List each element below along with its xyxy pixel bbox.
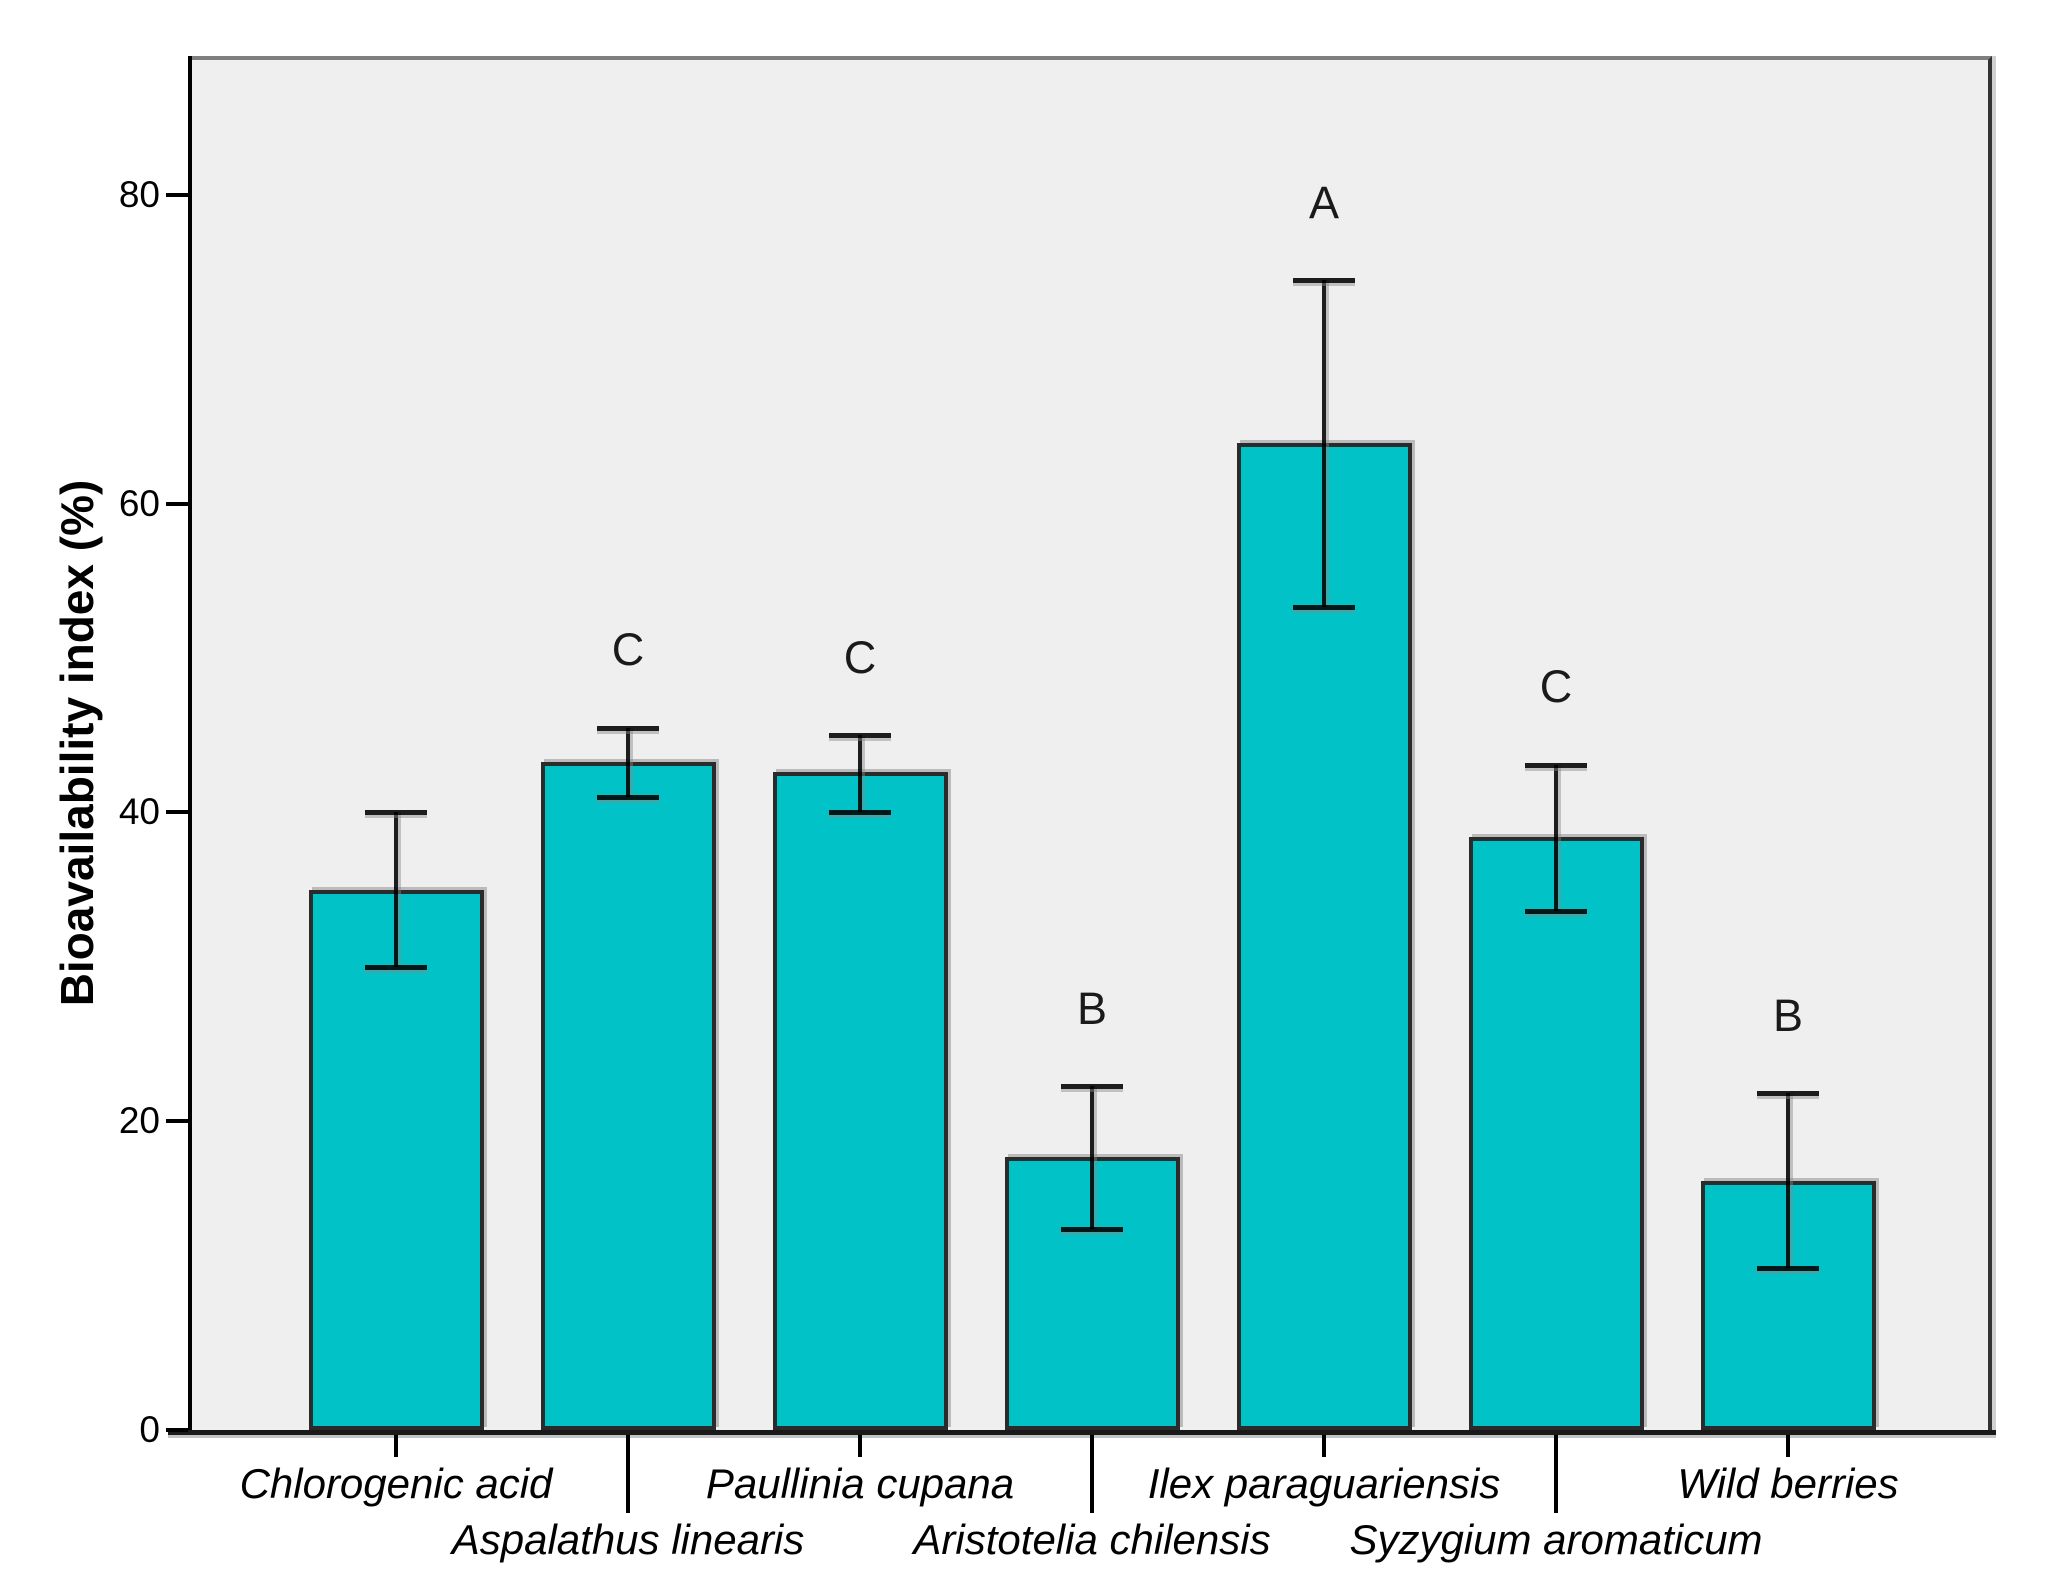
x-axis-line: [168, 1430, 1996, 1435]
x-category-label-7: Wild berries: [1677, 1460, 1899, 1507]
error-bar-cap-bottom-1: [365, 964, 427, 970]
error-bar-cap-bottom-6: [1525, 909, 1587, 915]
significance-letter-6: C: [1539, 661, 1573, 713]
error-bar-line-1: [394, 812, 398, 967]
y-tick-mark: [166, 192, 188, 197]
bar-2: [540, 761, 716, 1430]
significance-letter-3: C: [843, 632, 877, 684]
significance-letter-7: B: [1772, 990, 1803, 1042]
significance-letter-2: C: [611, 624, 645, 676]
x-tick-mark-3: [858, 1435, 862, 1457]
error-bar-line-5: [1322, 279, 1326, 608]
y-tick-label: 0: [139, 1409, 160, 1450]
error-bar-line-7: [1786, 1093, 1790, 1268]
y-axis-line: [188, 56, 192, 1430]
error-bar-line-2: [626, 727, 630, 798]
x-category-label-4: Aristotelia chilensis: [913, 1516, 1271, 1563]
error-bar-line-6: [1554, 764, 1558, 912]
error-bar-cap-bottom-3: [829, 810, 891, 816]
y-tick-label: 20: [118, 1100, 160, 1142]
error-bar-cap-top-4: [1061, 1083, 1123, 1089]
significance-letter-5: A: [1308, 176, 1339, 228]
x-tick-mark-4: [1090, 1435, 1094, 1513]
bar-1: [308, 889, 484, 1430]
x-tick-mark-7: [1786, 1435, 1790, 1457]
y-tick-label: 60: [118, 482, 160, 524]
x-tick-mark-2: [626, 1435, 630, 1513]
error-bar-cap-top-1: [365, 810, 427, 816]
y-axis-title: Bioavailability index (%): [51, 479, 103, 1007]
error-bar-cap-bottom-4: [1061, 1227, 1123, 1233]
y-tick-mark: [166, 501, 188, 506]
error-bar-cap-bottom-5: [1293, 605, 1355, 611]
error-bar-cap-top-5: [1293, 277, 1355, 283]
error-bar-cap-top-2: [597, 725, 659, 731]
significance-letter-4: B: [1076, 982, 1107, 1034]
y-tick-label: 40: [118, 791, 160, 833]
error-bar-cap-top-6: [1525, 762, 1587, 768]
x-tick-mark-1: [394, 1435, 398, 1457]
error-bar-line-4: [1090, 1085, 1094, 1230]
y-tick-mark: [166, 1428, 188, 1432]
x-category-label-3: Paullinia cupana: [705, 1460, 1015, 1507]
y-tick-label: 80: [118, 173, 160, 215]
x-category-label-2: Aspalathus linearis: [451, 1516, 805, 1563]
error-bar-cap-top-7: [1757, 1091, 1819, 1097]
bar-3: [772, 772, 948, 1430]
x-category-label-1: Chlorogenic acid: [239, 1460, 553, 1507]
y-tick-mark: [166, 810, 188, 815]
x-category-label-5: Ilex paraguariensis: [1147, 1460, 1501, 1507]
bar-6: [1468, 837, 1644, 1430]
error-bar-cap-bottom-7: [1757, 1265, 1819, 1271]
error-bar-cap-top-3: [829, 733, 891, 739]
error-bar-cap-bottom-2: [597, 795, 659, 801]
x-tick-mark-6: [1554, 1435, 1558, 1513]
y-tick-mark: [166, 1119, 188, 1124]
error-bar-line-3: [858, 735, 862, 813]
x-category-label-6: Syzygium aromaticum: [1349, 1516, 1763, 1563]
x-tick-mark-5: [1322, 1435, 1326, 1457]
